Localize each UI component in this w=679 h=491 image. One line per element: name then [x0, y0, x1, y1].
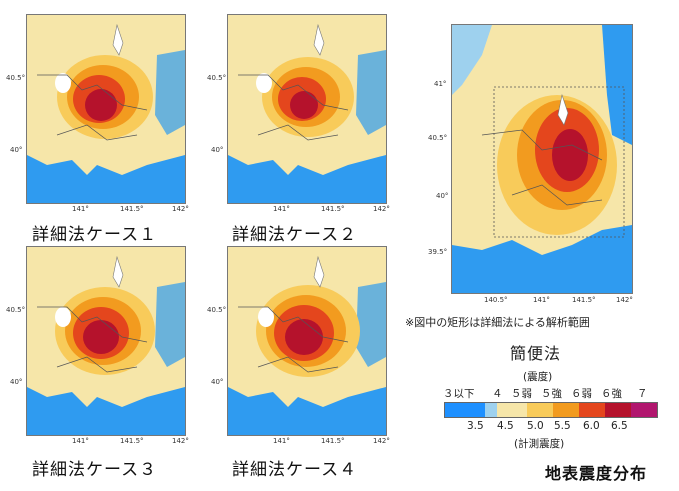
figure-title: 地表震度分布: [545, 464, 648, 483]
map-panel-case4: [227, 246, 387, 436]
lon-tick: 142°: [373, 437, 390, 445]
lat-tick: 40.5°: [207, 74, 227, 82]
lat-tick: 40.5°: [6, 306, 26, 314]
lat-tick: 40.5°: [6, 74, 26, 82]
legend-intensity-label: ７: [637, 388, 648, 400]
legend-bottom-caption: (計測震度): [514, 438, 565, 450]
intensity-map: [27, 15, 185, 203]
lon-tick: 141°: [273, 205, 290, 213]
analysis-range-note: ※図中の矩形は詳細法による解析範囲: [405, 316, 590, 329]
lon-tick: 141°: [273, 437, 290, 445]
legend-value-label: 5.0: [527, 420, 544, 432]
map-panel-case2: [227, 14, 387, 204]
lat-tick: 40.5°: [428, 134, 448, 142]
legend-value-label: 3.5: [467, 420, 484, 432]
scale-swatch: [605, 403, 631, 417]
lon-tick: 142°: [172, 205, 189, 213]
legend-intensity-label: ５弱: [511, 388, 532, 400]
scale-swatch: [553, 403, 579, 417]
legend-intensity-label: ６弱: [571, 388, 592, 400]
intensity-map: [228, 15, 386, 203]
panel-label: 詳細法ケース２: [232, 225, 358, 245]
lat-tick: 40°: [436, 192, 449, 200]
lon-tick: 142°: [373, 205, 390, 213]
panel-label: 詳細法ケース３: [32, 460, 158, 480]
scale-swatch: [579, 403, 605, 417]
lon-tick: 141.5°: [572, 296, 596, 304]
lon-tick: 141°: [72, 205, 89, 213]
scale-swatch: [497, 403, 527, 417]
lon-tick: 141.5°: [321, 205, 345, 213]
intensity-color-scale: [444, 402, 658, 418]
lat-tick: 40°: [211, 378, 224, 386]
map-panel-simple-method: [451, 24, 633, 294]
lon-tick: 141.5°: [321, 437, 345, 445]
legend-top-caption: (震度): [523, 371, 553, 383]
scale-swatch: [445, 403, 485, 417]
legend-value-label: 4.5: [497, 420, 514, 432]
legend-intensity-label: ５強: [541, 388, 562, 400]
scale-swatch: [527, 403, 553, 417]
lon-tick: 142°: [172, 437, 189, 445]
scale-swatch: [485, 403, 497, 417]
panel-label: 詳細法ケース１: [32, 225, 158, 245]
lon-tick: 140.5°: [484, 296, 508, 304]
legend-intensity-label: ３以下: [443, 388, 475, 400]
legend-value-label: 5.5: [554, 420, 571, 432]
map-panel-case1: [26, 14, 186, 204]
lat-tick: 40.5°: [207, 306, 227, 314]
panel-label: 詳細法ケース４: [232, 460, 358, 480]
lon-tick: 141.5°: [120, 205, 144, 213]
map-panel-case3: [26, 246, 186, 436]
lat-tick: 40°: [211, 146, 224, 154]
lat-tick: 40°: [10, 146, 23, 154]
intensity-map: [452, 25, 632, 293]
legend-intensity-label: ４: [492, 388, 503, 400]
lat-tick: 41°: [434, 80, 447, 88]
simple-method-title: 簡便法: [510, 344, 562, 363]
lon-tick: 142°: [616, 296, 633, 304]
legend-value-label: 6.5: [611, 420, 628, 432]
lon-tick: 141°: [533, 296, 550, 304]
legend-intensity-label: ６強: [601, 388, 622, 400]
intensity-map: [228, 247, 386, 435]
legend-value-label: 6.0: [583, 420, 600, 432]
lon-tick: 141.5°: [120, 437, 144, 445]
lat-tick: 39.5°: [428, 248, 448, 256]
lon-tick: 141°: [72, 437, 89, 445]
scale-swatch: [631, 403, 657, 417]
lat-tick: 40°: [10, 378, 23, 386]
intensity-map: [27, 247, 185, 435]
